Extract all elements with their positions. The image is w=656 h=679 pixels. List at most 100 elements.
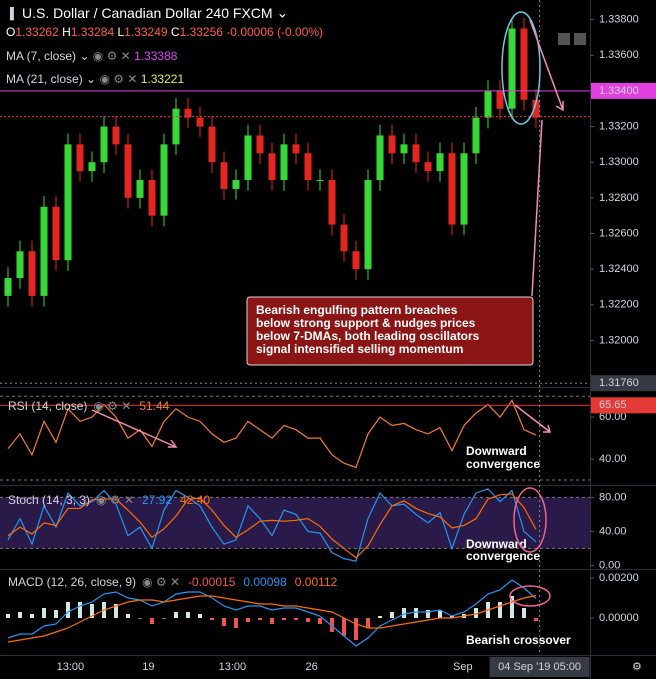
- candle-body: [364, 180, 372, 270]
- ohlc-value: 1.33256: [180, 25, 224, 39]
- candle-body: [172, 108, 180, 145]
- histogram-bar: [258, 618, 262, 620]
- histogram-bar: [414, 608, 418, 618]
- candle-body: [376, 135, 384, 181]
- histogram-bar: [282, 618, 286, 620]
- y-tick-label: 40.00: [599, 453, 627, 465]
- histogram-bar: [162, 618, 166, 619]
- histogram-bar: [186, 612, 190, 618]
- candle-body: [508, 28, 516, 109]
- scroll-button[interactable]: [574, 33, 586, 45]
- indicator-value: 0.00098: [243, 575, 287, 589]
- annotation: Downward: [466, 537, 527, 551]
- level-label-box: [591, 397, 656, 414]
- annotation: convergence: [466, 457, 540, 471]
- histogram-bar: [450, 616, 454, 618]
- histogram-bar: [66, 602, 70, 618]
- settings-icon[interactable]: ⚙: [632, 661, 642, 673]
- histogram-bar: [534, 618, 538, 621]
- candle-body: [328, 180, 336, 225]
- histogram-bar: [210, 618, 214, 620]
- y-tick-label: 1.33600: [599, 49, 639, 61]
- histogram-bar: [246, 618, 250, 622]
- candle-body: [520, 28, 528, 100]
- candle-body: [340, 224, 348, 252]
- series-line: [7, 595, 537, 643]
- indicator-value: 51.44: [139, 399, 169, 413]
- y-tick-label: 0.00: [599, 559, 620, 571]
- interval: 240: [206, 5, 230, 21]
- candle-body: [136, 180, 144, 198]
- histogram-bar: [138, 618, 142, 619]
- collapse-button[interactable]: [558, 33, 570, 45]
- indicator-icons: ◉ ⚙ ✕: [96, 493, 134, 507]
- indicator-icons: ◉ ⚙ ✕: [142, 575, 180, 589]
- ohlc-value: 1.33284: [71, 25, 115, 39]
- candle-body: [280, 144, 288, 181]
- ohlc-key: H: [62, 25, 71, 39]
- histogram-bar: [366, 618, 370, 628]
- menu-icon[interactable]: ▐: [6, 6, 14, 21]
- candle-body: [64, 144, 72, 261]
- candle-body: [196, 117, 204, 127]
- crosshair-price-box: [591, 375, 656, 392]
- ma-icons[interactable]: ◉ ⚙ ✕: [93, 49, 131, 63]
- ma-value: 1.33221: [141, 72, 185, 86]
- candle-body: [52, 206, 60, 261]
- histogram-bar: [198, 614, 202, 618]
- crosshair-time-label: 04 Sep '19 05:00: [498, 661, 581, 673]
- ohlc-key: L: [117, 25, 124, 39]
- ma-legend[interactable]: MA (21, close) ⌄ ◉ ⚙ ✕ 1.33221: [6, 72, 184, 86]
- histogram-bar: [354, 618, 358, 640]
- indicator-name: RSI (14, close): [8, 399, 87, 413]
- histogram-bar: [378, 616, 382, 618]
- histogram-bar: [114, 604, 118, 618]
- candle-body: [460, 153, 468, 225]
- series-line: [7, 493, 537, 559]
- y-tick-label: 1.33000: [599, 156, 639, 168]
- histogram-bar: [294, 618, 298, 620]
- indicator-value: 42.40: [180, 493, 210, 507]
- series-line: [7, 488, 537, 562]
- y-tick-label: 1.32000: [599, 334, 639, 346]
- annotation: below 7-DMAs, both leading oscillators: [256, 329, 480, 343]
- candle-body: [28, 251, 36, 296]
- ma-name: MA (7, close): [6, 49, 76, 63]
- candle-body: [208, 126, 216, 163]
- y-tick-label: 1.32600: [599, 227, 639, 239]
- candle-body: [424, 162, 432, 172]
- ma-value: 1.33388: [134, 49, 178, 63]
- annotation: Downward: [466, 444, 527, 458]
- histogram-bar: [150, 618, 154, 624]
- candle-body: [448, 153, 456, 225]
- histogram-bar: [18, 612, 22, 618]
- histogram-bar: [498, 602, 502, 618]
- y-tick-label: 40.00: [599, 525, 627, 537]
- candle-body: [388, 135, 396, 154]
- ma-legend[interactable]: MA (7, close) ⌄ ◉ ⚙ ✕ 1.33388: [6, 49, 178, 63]
- histogram-bar: [522, 608, 526, 618]
- histogram-bar: [234, 618, 238, 628]
- candle-body: [532, 99, 540, 118]
- histogram-bar: [42, 608, 46, 618]
- ohlc-key: O: [6, 25, 15, 39]
- y-tick-label: 80.00: [599, 491, 627, 503]
- annotation: signal intensified selling momentum: [256, 342, 463, 356]
- crosshair-time-box: [489, 657, 590, 677]
- histogram-bar: [126, 614, 130, 618]
- series-line: [7, 579, 537, 647]
- histogram-bar: [474, 608, 478, 618]
- ma-name: MA (21, close): [6, 72, 83, 86]
- histogram-bar: [30, 614, 34, 618]
- exchange: FXCM: [233, 5, 273, 21]
- histogram-bar: [330, 618, 334, 632]
- ma-icons[interactable]: ◉ ⚙ ✕: [99, 72, 137, 86]
- x-tick-label: 19: [142, 661, 154, 673]
- candle-body: [76, 144, 84, 172]
- histogram-bar: [438, 610, 442, 618]
- candle-body: [268, 153, 276, 181]
- price-label: 1.33400: [599, 85, 639, 97]
